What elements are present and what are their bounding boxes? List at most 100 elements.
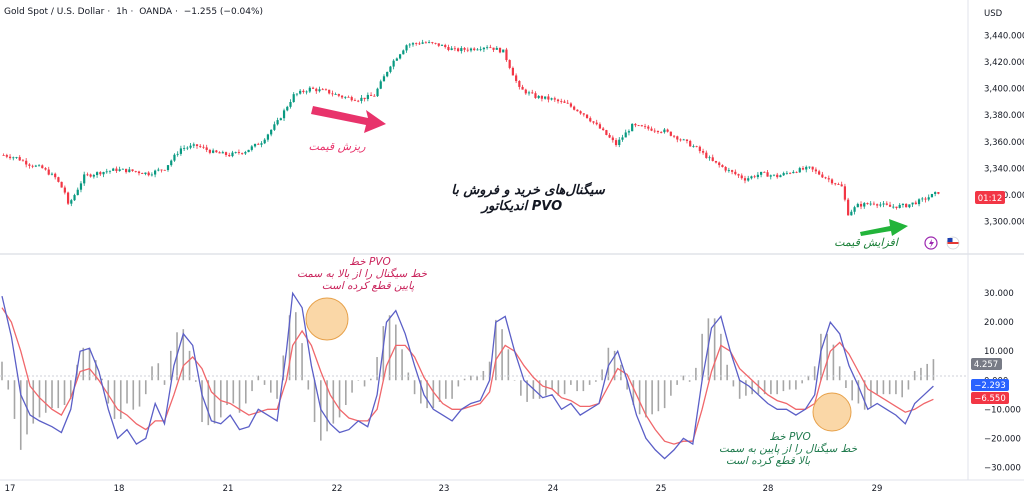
candle-body — [366, 94, 369, 100]
candle-body — [602, 128, 605, 131]
drop-arrow-icon — [311, 106, 386, 133]
candle-body — [895, 206, 898, 208]
candle-body — [128, 169, 131, 173]
histogram-bar — [451, 380, 453, 399]
candle-body — [389, 66, 392, 72]
symbol-name[interactable]: Gold Spot / U.S. Dollar — [4, 7, 105, 17]
candle-body — [421, 42, 424, 44]
signal-line — [1, 307, 934, 445]
histogram-bar — [201, 380, 203, 423]
candle-body — [766, 172, 769, 177]
price-tick-label: 3,400.000 — [984, 85, 1024, 95]
candle-body — [544, 96, 547, 99]
candle-body — [653, 130, 656, 132]
candle-body — [418, 43, 421, 45]
candle-body — [598, 124, 602, 129]
histogram-bar — [370, 378, 372, 381]
candle-body — [121, 168, 124, 170]
time-tick-label: 25 — [656, 484, 667, 494]
candle-body — [234, 152, 237, 153]
histogram-bar — [863, 380, 866, 410]
signal-value-badge — [971, 392, 1009, 404]
histogram-bar — [920, 367, 922, 381]
histogram-bar — [445, 380, 447, 399]
candle-body — [279, 118, 282, 121]
interval-label[interactable]: 1h — [116, 7, 128, 17]
histogram-bar — [69, 380, 72, 399]
histogram-bar — [838, 366, 841, 381]
candle-body — [324, 89, 328, 91]
candle-body — [447, 47, 450, 51]
candle-body — [624, 132, 627, 138]
candle-body — [711, 157, 714, 161]
candle-body — [569, 103, 573, 107]
histogram-bar — [820, 333, 822, 381]
histogram-bar — [507, 349, 510, 381]
candle-body — [908, 204, 911, 208]
candle-body — [840, 184, 843, 187]
candle-body — [666, 129, 669, 132]
time-axis[interactable]: 17 18 21 22 23 24 25 28 29 — [5, 484, 883, 494]
histogram-bar — [913, 370, 916, 381]
histogram-bar — [351, 380, 353, 393]
price-rise-label: افزایش قیمت — [834, 236, 900, 249]
candle-body — [805, 166, 808, 170]
histogram-bar — [726, 364, 728, 381]
candle-body — [821, 174, 824, 178]
histogram-bar — [151, 366, 153, 381]
histogram-bar — [338, 380, 341, 418]
histogram-bar — [582, 380, 585, 392]
candle-body — [830, 179, 834, 184]
histogram-bar — [901, 380, 903, 398]
histogram-bar — [282, 355, 285, 381]
candle-body — [299, 90, 302, 94]
histogram-bar — [551, 380, 553, 390]
pvo-value-badge — [971, 379, 1009, 391]
candle-body — [431, 42, 434, 43]
candle-body — [89, 174, 92, 177]
histogram-bar — [32, 380, 35, 424]
histogram-bar — [676, 380, 678, 385]
candle-body — [885, 203, 888, 205]
histogram-bar — [13, 380, 16, 419]
histogram-bar — [870, 380, 872, 407]
candle-body — [31, 165, 34, 167]
histogram-bar — [907, 380, 910, 390]
candle-body — [550, 98, 553, 100]
candle-body — [386, 71, 389, 77]
broker-label: OANDA — [139, 7, 172, 17]
candle-body — [656, 131, 660, 133]
candle-body — [937, 192, 940, 194]
candle-body — [250, 146, 253, 150]
candle-body — [495, 47, 498, 50]
candle-body — [756, 174, 759, 178]
pvo-tick-label: −10.000 — [984, 405, 1021, 415]
histogram-bar — [738, 380, 741, 399]
candle-body — [834, 183, 837, 185]
candle-body — [179, 148, 182, 154]
candle-body — [695, 146, 698, 148]
candle-body — [798, 168, 801, 173]
candle-body — [221, 152, 224, 154]
candle-body — [498, 47, 502, 53]
candle-body — [740, 175, 743, 179]
candle-body — [382, 76, 386, 82]
signal-value: −6.550 — [974, 394, 1005, 404]
candle-body — [508, 60, 511, 68]
histogram-bar — [520, 380, 522, 396]
candle-body — [257, 143, 260, 145]
histogram-bar — [345, 380, 347, 406]
candle-body — [195, 144, 199, 146]
candle-body — [492, 47, 495, 50]
price-tick-label: 3,300.000 — [984, 217, 1024, 227]
candle-body — [402, 50, 405, 55]
candle-body — [469, 48, 473, 51]
histogram-bar — [657, 380, 660, 412]
candle-body — [721, 165, 724, 167]
candle-body — [672, 135, 676, 137]
title-annotation-line1: سیگنال‌های خرید و فروش با — [451, 181, 606, 198]
histogram-bar — [757, 380, 760, 395]
candle-body — [818, 171, 821, 175]
candle-body — [479, 49, 482, 51]
